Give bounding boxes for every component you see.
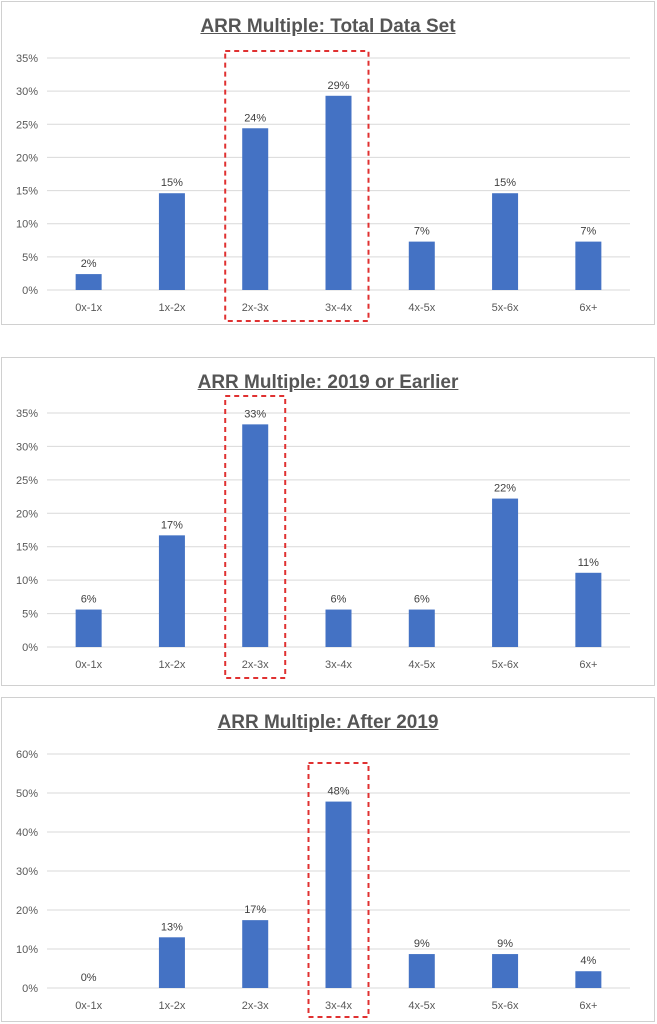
data-label: 6% bbox=[331, 594, 347, 606]
x-tick-label: 0x-1x bbox=[75, 1000, 102, 1012]
x-tick-label: 4x-5x bbox=[408, 659, 435, 671]
y-tick-label: 10% bbox=[16, 219, 38, 231]
data-label: 7% bbox=[580, 226, 596, 238]
y-tick-label: 10% bbox=[16, 575, 38, 587]
x-tick-label: 6x+ bbox=[579, 1000, 597, 1012]
bar bbox=[325, 95, 352, 290]
y-tick-label: 30% bbox=[16, 866, 38, 878]
data-label: 15% bbox=[161, 177, 183, 189]
chart-panel-after-2019: ARR Multiple: After 2019 0% 10% 20% 30% 40% 5… bbox=[1, 697, 655, 1022]
x-tick-label: 1x-2x bbox=[158, 659, 185, 671]
bar bbox=[242, 424, 269, 647]
highlight-box bbox=[224, 395, 287, 679]
bar bbox=[158, 535, 185, 647]
y-tick-label: 0% bbox=[22, 642, 38, 654]
x-tick-label: 1x-2x bbox=[158, 302, 185, 314]
y-tick-label: 20% bbox=[16, 905, 38, 917]
x-tick-label: 3x-4x bbox=[325, 1000, 352, 1012]
data-label: 6% bbox=[81, 594, 97, 606]
x-tick-label: 2x-3x bbox=[242, 302, 269, 314]
bar bbox=[75, 609, 102, 647]
x-tick-label: 0x-1x bbox=[75, 302, 102, 314]
y-tick-label: 0% bbox=[22, 983, 38, 995]
y-tick-label: 40% bbox=[16, 827, 38, 839]
x-tick-label: 4x-5x bbox=[408, 302, 435, 314]
y-tick-label: 5% bbox=[22, 252, 38, 264]
data-label: 9% bbox=[497, 938, 513, 950]
y-tick-label: 30% bbox=[16, 86, 38, 98]
y-tick-label: 5% bbox=[22, 609, 38, 621]
x-tick-label: 4x-5x bbox=[408, 1000, 435, 1012]
chart-panel-2019-or-earlier: ARR Multiple: 2019 or Earlier 0% 5% 10% 15%… bbox=[1, 357, 655, 686]
y-tick-label: 20% bbox=[16, 152, 38, 164]
chart-svg: 0% 5% 10% 15% 20% 25% 30% 35% 6% 0x-1x 17% 1x-2x 33%… bbox=[16, 395, 630, 679]
y-tick-label: 35% bbox=[16, 408, 38, 420]
data-label: 6% bbox=[414, 594, 430, 606]
x-tick-label: 2x-3x bbox=[242, 659, 269, 671]
y-tick-label: 30% bbox=[16, 441, 38, 453]
x-tick-label: 3x-4x bbox=[325, 302, 352, 314]
x-tick-label: 5x-6x bbox=[492, 302, 519, 314]
y-tick-label: 60% bbox=[16, 749, 38, 761]
bar bbox=[325, 801, 352, 988]
chart-title: ARR Multiple: Total Data Set bbox=[200, 16, 456, 37]
bar bbox=[408, 609, 435, 647]
data-label: 24% bbox=[244, 112, 266, 124]
bar bbox=[575, 971, 602, 988]
bar bbox=[408, 241, 435, 290]
chart-panel-total: ARR Multiple: Total Data Set 0% 5% 10% 15% 2… bbox=[1, 1, 655, 325]
x-tick-label: 1x-2x bbox=[158, 1000, 185, 1012]
y-tick-label: 15% bbox=[16, 186, 38, 198]
bar bbox=[325, 609, 352, 647]
highlight-box bbox=[307, 762, 370, 1018]
x-tick-label: 2x-3x bbox=[242, 1000, 269, 1012]
data-label: 29% bbox=[327, 80, 349, 92]
y-tick-label: 0% bbox=[22, 285, 38, 297]
bar bbox=[242, 128, 269, 290]
chart-title: ARR Multiple: 2019 or Earlier bbox=[197, 372, 459, 393]
x-tick-label: 3x-4x bbox=[325, 659, 352, 671]
bar bbox=[158, 937, 185, 988]
y-tick-label: 25% bbox=[16, 119, 38, 131]
bar bbox=[75, 274, 102, 290]
bar bbox=[158, 193, 185, 290]
x-tick-label: 0x-1x bbox=[75, 659, 102, 671]
y-tick-label: 10% bbox=[16, 944, 38, 956]
bar bbox=[575, 241, 602, 290]
x-tick-label: 5x-6x bbox=[492, 659, 519, 671]
y-tick-label: 25% bbox=[16, 475, 38, 487]
bar bbox=[242, 920, 269, 988]
bar bbox=[492, 498, 519, 647]
bar bbox=[492, 954, 519, 988]
bar bbox=[408, 954, 435, 988]
data-label: 17% bbox=[244, 904, 266, 916]
chart-svg: 0% 5% 10% 15% 20% 25% 30% 35% 2% 0x-1x 15% 1x-2x 24%… bbox=[16, 50, 630, 322]
chart-title: ARR Multiple: After 2019 bbox=[217, 712, 439, 733]
data-label: 17% bbox=[161, 519, 183, 531]
data-label: 15% bbox=[494, 177, 516, 189]
data-label: 4% bbox=[580, 955, 596, 967]
data-label: 48% bbox=[327, 786, 349, 798]
data-label: 22% bbox=[494, 483, 516, 495]
x-tick-label: 5x-6x bbox=[492, 1000, 519, 1012]
data-label: 9% bbox=[414, 938, 430, 950]
bar bbox=[575, 572, 602, 647]
data-label: 13% bbox=[161, 921, 183, 933]
data-label: 7% bbox=[414, 226, 430, 238]
data-label: 0% bbox=[81, 972, 97, 984]
data-label: 11% bbox=[578, 557, 599, 569]
bar bbox=[492, 193, 519, 290]
y-tick-label: 50% bbox=[16, 788, 38, 800]
x-tick-label: 6x+ bbox=[579, 302, 597, 314]
data-label: 33% bbox=[244, 408, 266, 420]
y-tick-label: 35% bbox=[16, 53, 38, 65]
y-tick-label: 20% bbox=[16, 508, 38, 520]
data-label: 2% bbox=[81, 258, 97, 270]
y-tick-label: 15% bbox=[16, 542, 38, 554]
x-tick-label: 6x+ bbox=[579, 659, 597, 671]
chart-svg: 0% 10% 20% 30% 40% 50% 60% 0% 0x-1x 13% 1x-2x 17% 2x… bbox=[16, 749, 630, 1018]
